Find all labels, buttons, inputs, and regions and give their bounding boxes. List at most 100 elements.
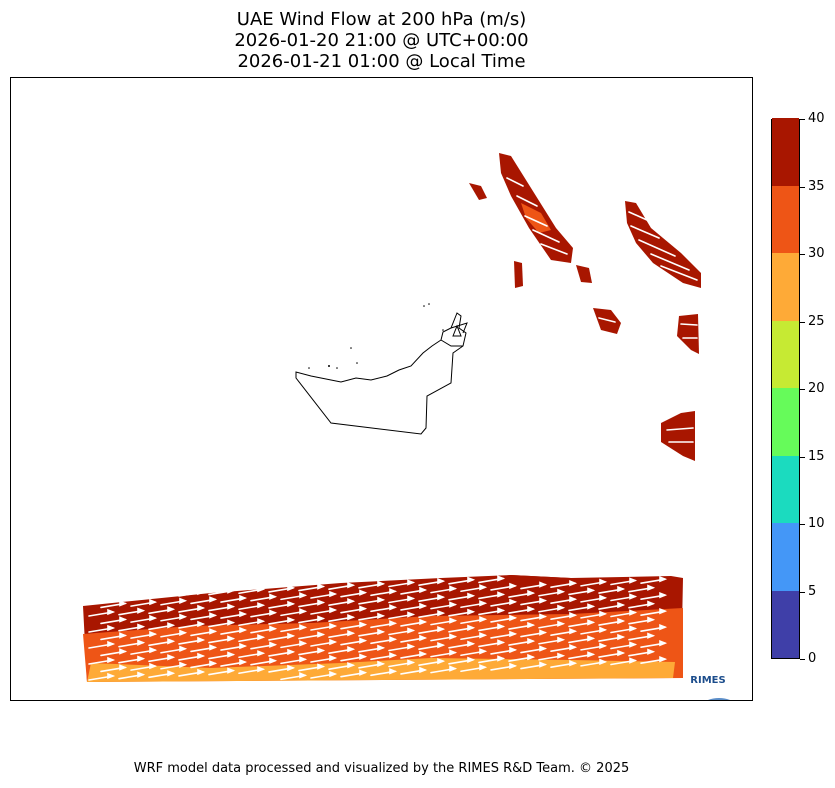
wind-arrow-head [389, 604, 398, 611]
wind-arrow-head [539, 581, 548, 588]
colorbar-tick [800, 659, 805, 660]
wind-arrow-head [389, 636, 398, 643]
wind-arrow-head [359, 621, 368, 628]
wind-arrow-head [617, 601, 626, 609]
wind-band [87, 658, 675, 682]
wind-arrow-head [377, 644, 386, 652]
wind-arrow-head [119, 664, 128, 671]
wind-arrow-head [239, 642, 248, 650]
wind-arrow-head [509, 630, 518, 638]
wind-arrow-head [227, 603, 236, 610]
wind-arrow-head [227, 635, 236, 642]
wind-arrow-head [197, 652, 206, 660]
wind-arrow-head [317, 631, 326, 638]
wind-arrow-head [167, 590, 176, 597]
wind-patch [593, 308, 621, 334]
wind-arrow-head [437, 577, 446, 585]
wind-arrow-head [479, 632, 488, 639]
wind-arrow-head [467, 640, 476, 647]
wind-band [441, 575, 571, 588]
wind-arrow-head [407, 659, 416, 666]
wind-arrow-head [599, 642, 608, 650]
wind-arrow-head [239, 658, 248, 666]
wind-arrow-head [287, 600, 296, 608]
wind-arrow-head [359, 669, 368, 676]
wind-arrow-head [557, 652, 566, 659]
wind-arrow-head [599, 610, 608, 618]
wind-arrow-head [659, 607, 668, 615]
wind-arrow-head [557, 588, 566, 595]
wind-arrow-head [527, 589, 536, 597]
wind-arrow-head [449, 665, 458, 672]
wind-arrow-head [329, 606, 338, 614]
wind-arrow-head [107, 624, 116, 632]
wind-arrow-head [389, 588, 398, 595]
wind-arrow-head [497, 623, 506, 630]
wind-arrow-head [449, 617, 458, 624]
wind-arrow-head [347, 630, 356, 637]
wind-arrow-head [407, 595, 416, 602]
wind-arrow-head [467, 656, 476, 663]
wind-arrows [88, 575, 668, 681]
wind-arrow-head [377, 580, 386, 588]
wind-arrow-head [509, 598, 518, 606]
wind-arrow-head [347, 614, 356, 621]
wind-arrow-head [209, 660, 218, 667]
wind-arrow-head [299, 624, 308, 631]
wind-arrow-head [257, 602, 266, 609]
colorbar-segment [772, 118, 799, 186]
wind-arrow-head [407, 579, 416, 586]
wind-arrow-head [197, 668, 206, 676]
wind-patch [499, 153, 573, 263]
wind-arrow-head [107, 608, 116, 616]
wind-arrow-head [617, 649, 626, 657]
wind-arrow-head [137, 591, 146, 598]
wind-arrow-head [449, 633, 458, 640]
wind-arrow-head [329, 670, 338, 678]
wind-arrow-head [137, 639, 146, 646]
wind-arrow-head [167, 622, 176, 629]
wind-arrow-head [437, 641, 446, 649]
map-panel [10, 77, 753, 701]
wind-arrow-head [107, 656, 116, 664]
wind-arrow-head [227, 667, 236, 674]
wind-arrow-head [197, 604, 206, 612]
wind-arrow-head [197, 588, 206, 596]
wind-arrow-head [167, 606, 176, 613]
wind-arrow-head [149, 614, 158, 622]
uae-islands [308, 303, 444, 369]
wind-arrow-head [119, 600, 128, 607]
wind-arrow-head [659, 575, 668, 583]
wind-arrow-head [539, 613, 548, 620]
colorbar-tick [800, 186, 805, 188]
wind-arrow-head [149, 598, 158, 606]
colorbar-tick [800, 524, 805, 525]
wind-arrow-head [467, 576, 476, 583]
wind-arrow-head [527, 637, 536, 645]
wind-arrow-head [479, 600, 488, 607]
wind-arrow-head [467, 608, 476, 615]
wind-arrow-head [107, 672, 116, 680]
wind-arrow-head [377, 612, 386, 620]
colorbar-segment [772, 455, 799, 523]
wind-arrow-head [617, 617, 626, 625]
wind-arrow-head [389, 652, 398, 659]
wind-arrow-head [497, 575, 506, 582]
wind-arrow-head [107, 592, 116, 600]
wind-arrow-head [659, 623, 668, 631]
wind-arrow-head [209, 644, 218, 651]
rimes-logo-text: RIMES [690, 675, 726, 686]
wind-arrow-head [287, 648, 296, 656]
wind-arrow-head [659, 655, 668, 663]
wind-arrow-head [539, 597, 548, 604]
wind-arrow-head [569, 596, 578, 603]
wind-arrow-head [347, 582, 356, 589]
wind-arrow-head [257, 586, 266, 593]
wind-arrow-head [137, 671, 146, 678]
colorbar-segment [772, 185, 799, 253]
wind-arrow-head [587, 651, 596, 658]
wind-arrow-head [557, 604, 566, 611]
wind-arrow-head [527, 621, 536, 629]
wind-arrow-head [317, 583, 326, 590]
wind-arrow-head [329, 654, 338, 662]
